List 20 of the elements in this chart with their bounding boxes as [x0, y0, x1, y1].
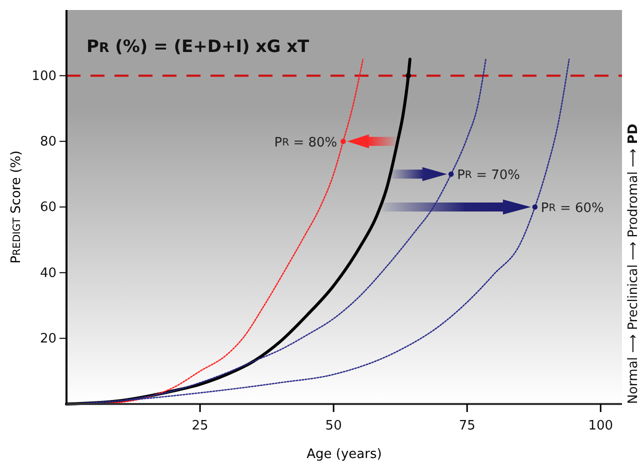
- y-tick-label: 20: [40, 331, 56, 346]
- point: [448, 172, 454, 177]
- y-tick-label: 40: [40, 266, 56, 281]
- x-axis-title: Age (years): [306, 447, 382, 462]
- y-axis-title: PREDIGT Score (%): [9, 150, 24, 264]
- annotation: PR = 80%: [274, 134, 338, 150]
- annotation: PR = 70%: [457, 168, 520, 183]
- x-tick-label: 25: [192, 418, 208, 434]
- y-tick-label: 100: [32, 68, 56, 84]
- y-tick-label: 60: [40, 200, 56, 216]
- text: PR (%) = (E+D+I) xG xT: [86, 37, 310, 57]
- point: [406, 73, 411, 78]
- annotation: PR = 60%: [540, 200, 604, 216]
- point: [340, 138, 346, 144]
- text: Normal ⟶ Preclinical ⟶ Prodromal ⟶ PD: [626, 124, 638, 404]
- point: [532, 204, 538, 210]
- x-tick-label: 50: [325, 418, 342, 434]
- y-tick-label: 80: [40, 134, 56, 150]
- x-tick-label: 100: [588, 418, 614, 434]
- x-tick-label: 75: [458, 418, 476, 434]
